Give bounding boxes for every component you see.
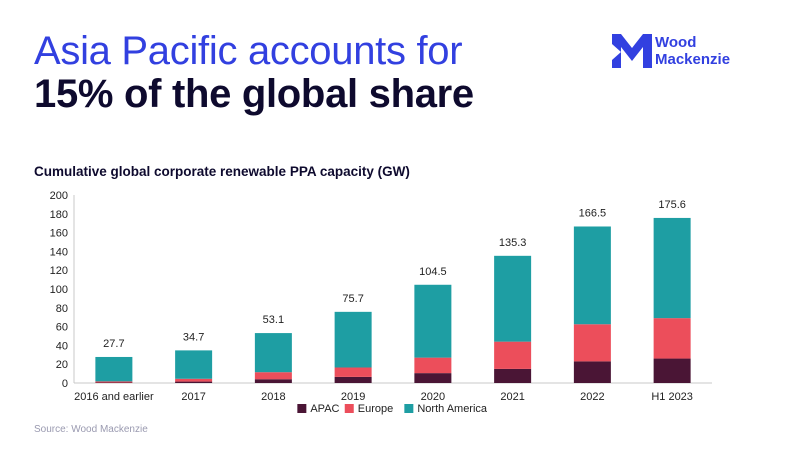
bar-total-label: 53.1 bbox=[263, 314, 284, 326]
bar-segment-europe bbox=[334, 367, 372, 377]
legend-swatch-apac bbox=[297, 404, 307, 413]
y-tick-label: 20 bbox=[56, 359, 68, 371]
legend-swatch-north-america bbox=[404, 404, 414, 413]
y-tick-label: 100 bbox=[50, 284, 68, 296]
bar-total-label: 75.7 bbox=[342, 293, 363, 305]
y-tick-label: 80 bbox=[56, 303, 68, 315]
source-note: Source: Wood Mackenzie bbox=[34, 424, 148, 435]
x-tick-label: 2017 bbox=[181, 391, 205, 403]
bar-segment-europe bbox=[175, 378, 213, 382]
bar-segment-apac bbox=[573, 361, 611, 383]
bar-segment-north-america bbox=[175, 350, 213, 379]
y-tick-label: 40 bbox=[56, 340, 68, 352]
bar-segment-europe bbox=[254, 372, 292, 380]
bar-segment-north-america bbox=[95, 356, 133, 382]
y-tick-label: 180 bbox=[50, 209, 68, 221]
x-tick-label: 2021 bbox=[500, 391, 524, 403]
bar-total-label: 27.7 bbox=[103, 338, 124, 350]
y-tick-label: 60 bbox=[56, 322, 68, 334]
bar-segment-north-america bbox=[414, 284, 452, 358]
x-tick-label: 2018 bbox=[261, 391, 285, 403]
y-tick-label: 200 bbox=[50, 190, 68, 202]
bar-segment-north-america bbox=[494, 255, 532, 342]
x-tick-label: 2020 bbox=[421, 391, 445, 403]
x-tick-label: 2016 and earlier bbox=[74, 391, 154, 403]
bar-segment-apac bbox=[175, 381, 213, 383]
bar-segment-apac bbox=[334, 376, 372, 383]
wood-mackenzie-logo-icon bbox=[612, 34, 652, 68]
bar-segment-apac bbox=[653, 358, 691, 383]
legend-label-europe: Europe bbox=[358, 403, 393, 415]
bar-total-label: 34.7 bbox=[183, 331, 204, 343]
legend-swatch-europe bbox=[344, 404, 354, 413]
bar-segment-north-america bbox=[653, 217, 691, 319]
bar-segment-europe bbox=[414, 357, 452, 374]
bar-total-label: 135.3 bbox=[499, 237, 527, 249]
y-tick-label: 160 bbox=[50, 228, 68, 240]
bar-segment-apac bbox=[254, 379, 292, 383]
bar-total-label: 166.5 bbox=[579, 207, 607, 219]
logo-line-1: Wood bbox=[655, 34, 697, 51]
bar-segment-europe bbox=[95, 381, 133, 383]
logo-wordmark: Wood Mackenzie bbox=[655, 34, 730, 68]
bar-segment-europe bbox=[653, 318, 691, 359]
bar-segment-europe bbox=[494, 341, 532, 369]
bar-segment-apac bbox=[414, 373, 452, 383]
logo-line-2: Mackenzie bbox=[655, 51, 731, 68]
bar-total-label: 175.6 bbox=[658, 199, 686, 211]
x-tick-label: 2019 bbox=[341, 391, 365, 403]
headline: Asia Pacific accounts for 15% of the glo… bbox=[34, 29, 474, 117]
headline-line-2: 15% of the global share bbox=[34, 72, 474, 117]
y-tick-label: 120 bbox=[50, 265, 68, 277]
wood-mackenzie-logo: Wood Mackenzie bbox=[612, 34, 772, 74]
legend-label-north-america: North America bbox=[417, 403, 488, 415]
x-tick-label: H1 2023 bbox=[651, 391, 693, 403]
bar-segment-apac bbox=[494, 368, 532, 383]
bar-segment-north-america bbox=[334, 311, 372, 368]
chart-title: Cumulative global corporate renewable PP… bbox=[34, 164, 410, 179]
legend-label-apac: APAC bbox=[310, 403, 339, 415]
bar-segment-north-america bbox=[254, 333, 292, 373]
bar-segment-europe bbox=[573, 324, 611, 362]
bar-total-label: 104.5 bbox=[419, 266, 447, 278]
headline-line-1: Asia Pacific accounts for bbox=[34, 29, 463, 73]
y-tick-label: 0 bbox=[62, 378, 68, 390]
y-tick-label: 140 bbox=[50, 246, 68, 258]
x-tick-label: 2022 bbox=[580, 391, 604, 403]
bar-segment-north-america bbox=[573, 226, 611, 325]
